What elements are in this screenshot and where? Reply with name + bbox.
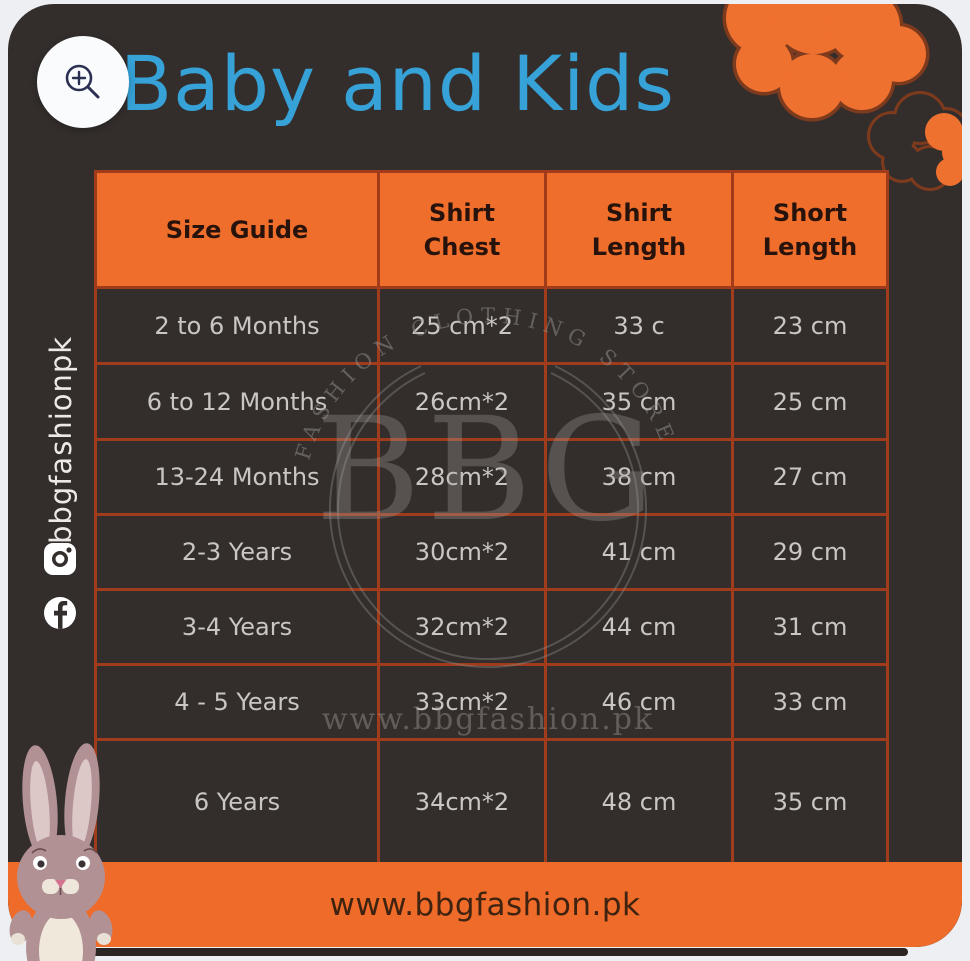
card-shadow-edge xyxy=(62,948,908,956)
table-cell: 33cm*2 xyxy=(380,666,544,738)
zoom-in-icon xyxy=(65,64,100,99)
table-cell: 25 cm xyxy=(734,365,886,438)
table-cell: 34cm*2 xyxy=(380,741,544,862)
table-cell: 25 cm*2 xyxy=(380,289,544,362)
table-cell: 6 to 12 Months xyxy=(97,365,377,438)
table-cell: 41 cm xyxy=(547,516,731,588)
clouds-decoration xyxy=(722,4,962,191)
footer-bar: www.bbgfashion.pk xyxy=(8,862,962,947)
table-cell: 31 cm xyxy=(734,591,886,663)
table-cell: 35 cm xyxy=(734,741,886,862)
header-cell: Shirt Chest xyxy=(380,173,544,286)
header-cell: Shirt Length xyxy=(547,173,731,286)
header-cell: Size Guide xyxy=(97,173,377,286)
table-cell: 48 cm xyxy=(547,741,731,862)
header-cell: Short Length xyxy=(734,173,886,286)
table-cell: 46 cm xyxy=(547,666,731,738)
table-cell: 2-3 Years xyxy=(97,516,377,588)
size-guide-card: Baby and Kids bbgfashionpk Size Guide Shi… xyxy=(8,4,962,947)
table-cell: 23 cm xyxy=(734,289,886,362)
table-cell: 44 cm xyxy=(547,591,731,663)
size-guide-table: Size Guide Shirt Chest Shirt Length Short L… xyxy=(94,170,889,865)
bunny-illustration xyxy=(9,743,113,961)
instagram-icon[interactable] xyxy=(43,542,77,576)
zoom-button[interactable] xyxy=(37,36,129,128)
table-cell: 29 cm xyxy=(734,516,886,588)
facebook-icon[interactable] xyxy=(43,596,77,630)
table-cell: 3-4 Years xyxy=(97,591,377,663)
table-cell: 26cm*2 xyxy=(380,365,544,438)
footer-url: www.bbgfashion.pk xyxy=(329,886,641,923)
table-cell: 6 Years xyxy=(97,741,377,862)
social-handle: bbgfashionpk xyxy=(44,335,78,544)
table-cell: 30cm*2 xyxy=(380,516,544,588)
table-cell: 27 cm xyxy=(734,441,886,513)
table-cell: 2 to 6 Months xyxy=(97,289,377,362)
table-cell: 13-24 Months xyxy=(97,441,377,513)
table-cell: 33 cm xyxy=(734,666,886,738)
table-cell: 28cm*2 xyxy=(380,441,544,513)
page-title: Baby and Kids xyxy=(120,39,676,128)
table-cell: 35 cm xyxy=(547,365,731,438)
table-cell: 38 cm xyxy=(547,441,731,513)
table-cell: 33 c xyxy=(547,289,731,362)
table-cell: 32cm*2 xyxy=(380,591,544,663)
social-rail: bbgfashionpk xyxy=(30,334,90,654)
table-cell: 4 - 5 Years xyxy=(97,666,377,738)
